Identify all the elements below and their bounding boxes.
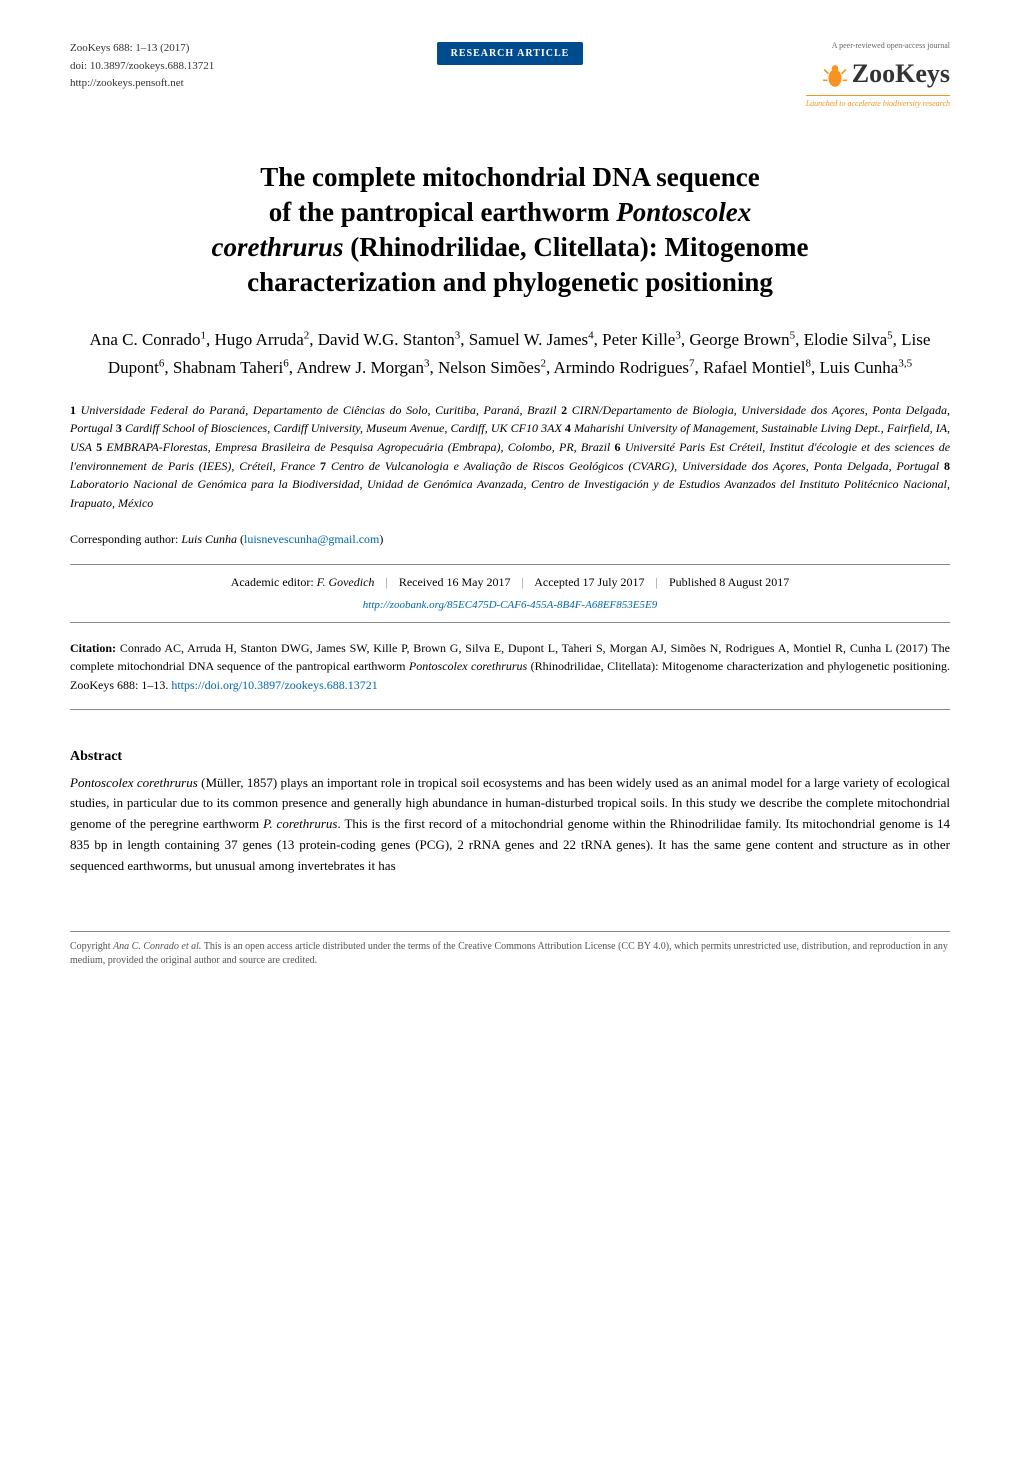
corresponding-email[interactable]: luisnevescunha@gmail.com	[244, 532, 379, 546]
abstract-body: Pontoscolex corethrurus (Müller, 1857) p…	[70, 773, 950, 877]
page-header: ZooKeys 688: 1–13 (2017) doi: 10.3897/zo…	[70, 40, 950, 110]
journal-meta: ZooKeys 688: 1–13 (2017) doi: 10.3897/zo…	[70, 40, 214, 93]
accepted-date: Accepted 17 July 2017	[534, 575, 644, 589]
corresponding-author: Corresponding author: Luis Cunha (luisne…	[70, 530, 950, 548]
citation-species: Pontoscolex corethrurus	[409, 659, 527, 673]
logo-text: ZooKeys	[852, 54, 950, 93]
journal-doi: doi: 10.3897/zookeys.688.13721	[70, 58, 214, 76]
logo-tagline-top: A peer-reviewed open-access journal	[806, 40, 950, 52]
zoobank-link[interactable]: http://zoobank.org/85EC475D-CAF6-455A-8B…	[363, 599, 657, 611]
title-species-2: corethrurus	[212, 232, 344, 262]
citation-block: Citation: Conrado AC, Arruda H, Stanton …	[70, 629, 950, 710]
title-line-3b: (Rhinodrilidae, Clitellata): Mitogenome	[344, 232, 809, 262]
abstract-species-1: Pontoscolex corethrurus	[70, 775, 198, 790]
article-meta: Academic editor: F. Govedich | Received …	[70, 564, 950, 623]
journal-citation: ZooKeys 688: 1–13 (2017)	[70, 40, 214, 58]
separator-icon: |	[521, 575, 523, 589]
corresponding-name: Luis Cunha	[181, 532, 237, 546]
article-type-badge: RESEARCH ARTICLE	[437, 42, 584, 65]
title-line-4: characterization and phylogenetic positi…	[247, 267, 773, 297]
journal-url[interactable]: http://zookeys.pensoft.net	[70, 75, 214, 93]
citation-label: Citation:	[70, 641, 116, 655]
logo-main: ZooKeys	[806, 54, 950, 93]
title-line-2a: of the pantropical earthworm	[269, 197, 616, 227]
page-footer: Copyright Ana C. Conrado et al. This is …	[70, 931, 950, 968]
separator-icon: |	[385, 575, 387, 589]
bug-icon	[822, 61, 848, 87]
copyright-post: This is an open access article distribut…	[70, 941, 948, 966]
journal-logo: A peer-reviewed open-access journal ZooK…	[806, 40, 950, 110]
received-date: Received 16 May 2017	[399, 575, 511, 589]
abstract-heading: Abstract	[70, 746, 950, 767]
abstract-species-2: P. corethrurus	[263, 816, 337, 831]
affiliations: 1 Universidade Federal do Paraná, Depart…	[70, 401, 950, 513]
published-date: Published 8 August 2017	[669, 575, 789, 589]
logo-tagline-bottom: Launched to accelerate biodiversity rese…	[806, 95, 950, 110]
separator-icon: |	[656, 575, 658, 589]
copyright-holder: Ana C. Conrado et al.	[113, 941, 201, 952]
citation-doi-link[interactable]: https://doi.org/10.3897/zookeys.688.1372…	[171, 678, 377, 692]
copyright-pre: Copyright	[70, 941, 113, 952]
title-line-1: The complete mitochondrial DNA sequence	[260, 162, 759, 192]
title-species-1: Pontoscolex	[616, 197, 751, 227]
corresponding-label: Corresponding author:	[70, 532, 181, 546]
academic-editor: Academic editor: F. Govedich	[231, 575, 375, 589]
author-list: Ana C. Conrado1, Hugo Arruda2, David W.G…	[70, 326, 950, 380]
article-title: The complete mitochondrial DNA sequence …	[70, 160, 950, 300]
